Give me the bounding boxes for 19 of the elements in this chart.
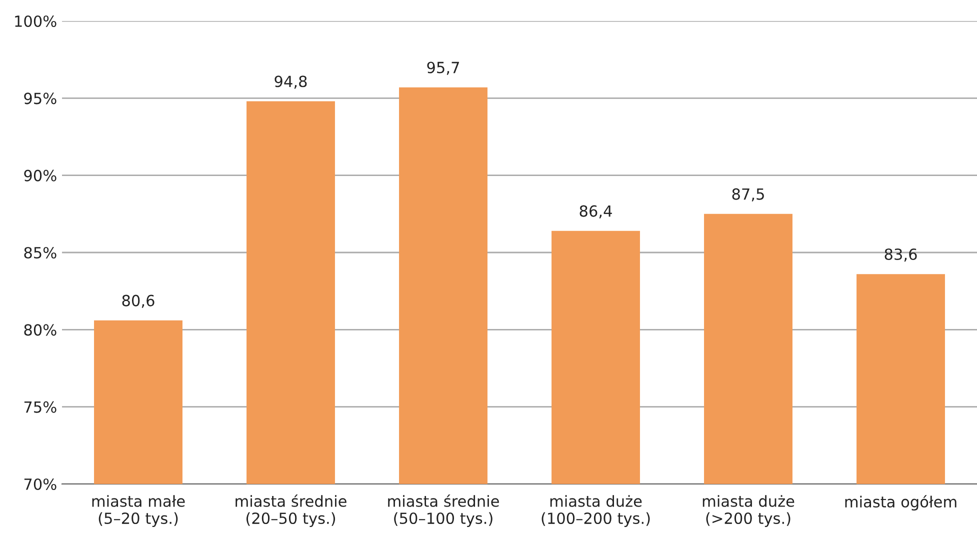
data-label: 95,7	[427, 62, 459, 75]
x-tick-label: miasta średnie (50–100 tys.)	[388, 494, 499, 528]
y-tick-label: 70%	[24, 478, 56, 490]
y-tick-label: 85%	[24, 246, 56, 259]
data-label: 94,8	[274, 76, 307, 89]
y-tick-label: 100%	[15, 15, 56, 28]
x-tick-label: miasta ogółem	[845, 495, 956, 511]
x-tick-label: miasta duże (100–200 tys.)	[542, 495, 650, 528]
y-tick-label: 80%	[24, 324, 56, 336]
data-label: 86,4	[580, 205, 612, 218]
x-tick-label: miasta duże (>200 tys.)	[702, 495, 794, 528]
y-tick-label: 75%	[24, 401, 56, 413]
y-tick-label: 95%	[24, 92, 56, 104]
data-label: 83,6	[884, 248, 917, 262]
data-label: 87,5	[732, 188, 764, 202]
data-label: 80,6	[122, 294, 154, 308]
y-tick-label: 90%	[24, 170, 56, 182]
x-tick-label: miasta małe (5–20 tys.)	[92, 495, 185, 528]
x-tick-label: miasta średnie (20–50 tys.)	[236, 494, 346, 528]
